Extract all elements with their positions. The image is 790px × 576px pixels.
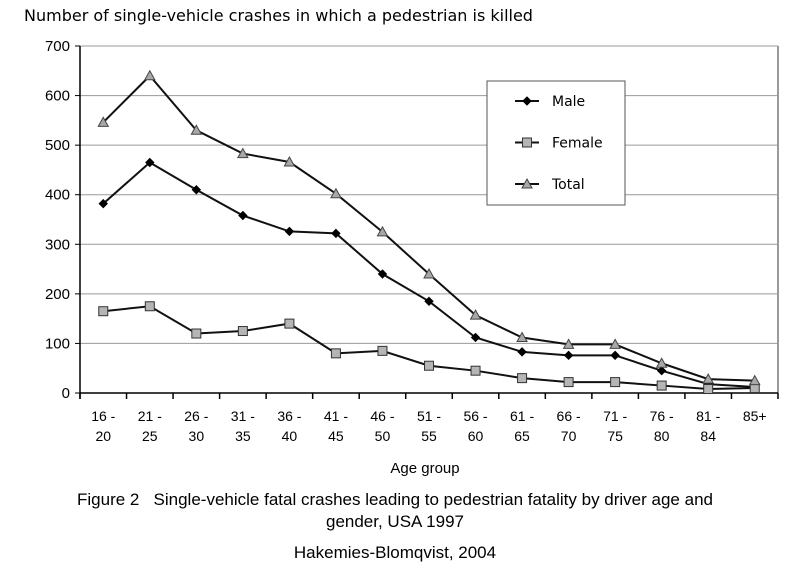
data-point-total: [748, 374, 761, 386]
legend-item-total: Total: [515, 177, 585, 193]
data-point-male: [563, 350, 574, 361]
series-group: [97, 69, 761, 395]
legend-item-female: Female: [515, 136, 603, 152]
data-point-female: [377, 345, 388, 356]
data-point-total: [190, 124, 203, 135]
x-tick-label: 41 -45: [324, 408, 348, 444]
data-point-total: [97, 116, 110, 127]
y-tick-label: 600: [45, 88, 70, 105]
data-point-total: [655, 357, 668, 368]
data-point-total: [423, 267, 435, 279]
figure-source: Hakemies-Blomqvist, 2004: [293, 543, 497, 562]
x-tick-label: 51 -55: [417, 408, 441, 444]
legend-marker-male-icon: [522, 96, 532, 106]
x-tick-label: 85+: [743, 408, 767, 424]
legend-item-male: Male: [515, 94, 585, 110]
x-tick-label: 76 -80: [650, 408, 674, 444]
data-point-male: [145, 157, 155, 168]
legend-label: Male: [552, 94, 585, 110]
x-tick-label: 71 -75: [603, 408, 627, 444]
data-point-female: [424, 360, 434, 371]
data-point-female: [191, 328, 202, 339]
y-tick-label: 300: [45, 236, 70, 253]
x-tick-label: 26 -30: [184, 408, 208, 444]
data-point-female: [563, 377, 574, 388]
y-tick-label: 700: [45, 38, 70, 55]
data-point-female: [98, 306, 109, 317]
x-axis-label: Age group: [390, 460, 459, 477]
x-tick-label: 81 -84: [696, 408, 720, 444]
x-tick-label: 31 -35: [231, 408, 255, 444]
data-point-female: [656, 380, 667, 391]
gridlines: [80, 45, 778, 344]
series-male: [98, 157, 760, 392]
data-point-male: [656, 365, 667, 376]
data-point-male: [191, 185, 202, 195]
data-point-female: [284, 318, 295, 329]
data-point-male: [238, 210, 248, 221]
data-point-total: [330, 187, 342, 199]
y-tick-label: 500: [45, 137, 70, 154]
legend-marker-total-icon: [521, 177, 533, 189]
data-point-total: [283, 155, 296, 167]
legend-label: Female: [552, 136, 603, 152]
data-point-total: [469, 309, 482, 320]
data-point-total: [562, 338, 575, 349]
series-line-female: [103, 305, 755, 391]
y-tick-label: 0: [62, 385, 70, 402]
chart-title: Number of single-vehicle crashes in whic…: [24, 6, 533, 25]
x-tick-label: 61 -65: [510, 408, 534, 444]
data-point-total: [609, 338, 621, 349]
series-female: [98, 301, 760, 395]
figure-caption-line2: gender, USA 1997: [325, 512, 464, 531]
data-point-male: [424, 296, 434, 307]
data-point-male: [331, 228, 341, 239]
data-point-total: [143, 69, 156, 81]
x-tick-label: 56 -60: [463, 408, 487, 444]
data-point-female: [517, 373, 528, 384]
data-point-male: [610, 350, 620, 361]
legend: Male Female Total: [486, 80, 626, 206]
data-point-female: [144, 301, 155, 312]
x-tick-label: 16 -20: [91, 408, 115, 444]
x-tick-label: 21 -25: [138, 408, 162, 444]
legend-box: [486, 80, 626, 206]
x-tick-labels: 16 -20 21 -25 26 -30 31 -35 36 -40 41 -45 46 -…: [91, 408, 766, 444]
data-point-male: [517, 347, 527, 357]
data-point-female: [703, 384, 714, 395]
figure-caption-line1: Figure 2 Single-vehicle fatal crashes le…: [77, 490, 713, 509]
y-tick-label: 100: [45, 335, 70, 352]
data-point-female: [470, 365, 481, 376]
data-point-male: [377, 269, 388, 279]
data-point-total: [237, 147, 249, 159]
x-tick-label: 66 -70: [557, 408, 581, 444]
line-chart: 0 100 200 300 400 500 600 700 16 -20 21 -25 26 -3…: [45, 38, 779, 477]
legend-label: Total: [551, 177, 585, 193]
data-point-male: [470, 332, 481, 343]
y-tick-label: 200: [45, 286, 70, 303]
data-point-male: [284, 226, 295, 237]
data-point-female: [610, 377, 621, 388]
x-tick-label: 46 -50: [370, 408, 394, 444]
y-tick-label: 400: [45, 187, 70, 204]
data-point-male: [98, 198, 108, 209]
series-total: [97, 69, 761, 386]
data-point-female: [330, 348, 341, 359]
axes: [75, 45, 779, 399]
x-tick-label: 36 -40: [277, 408, 301, 444]
data-point-total: [376, 225, 389, 237]
y-tick-labels: 0 100 200 300 400 500 600 700: [45, 38, 70, 402]
data-point-total: [702, 373, 715, 384]
legend-marker-female-icon: [522, 137, 532, 148]
data-point-female: [237, 326, 248, 337]
data-point-total: [516, 331, 528, 342]
